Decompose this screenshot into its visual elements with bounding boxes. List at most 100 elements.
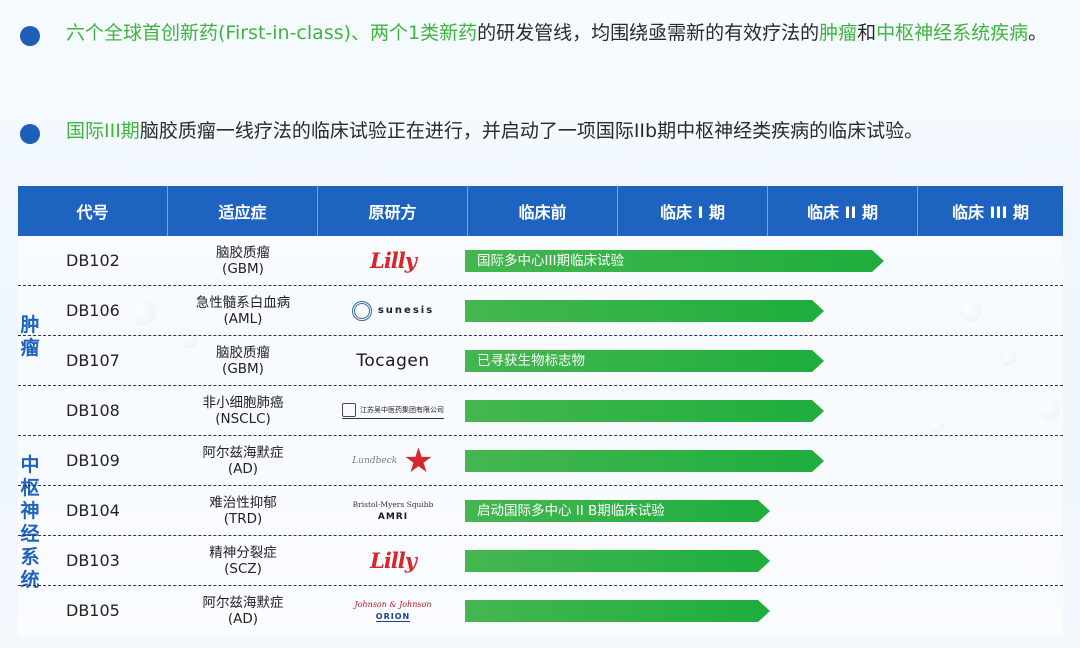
- indication-abbr: (AML): [223, 310, 263, 327]
- drug-code: DB104: [66, 501, 120, 520]
- progress-bar: [465, 600, 770, 622]
- indication: 急性髓系白血病 (AML): [168, 286, 318, 335]
- originator-logo: sunesis: [318, 286, 468, 335]
- highlight-text: 六个全球首创新药(First-in-class)、两个1类新药: [66, 22, 478, 44]
- progress-bar: 国际多中心III期临床试验: [465, 250, 884, 272]
- indication: 精神分裂症 (SCZ): [168, 536, 318, 585]
- jnj-wordmark: Johnson & Johnson: [354, 599, 432, 609]
- table-row: DB106 急性髓系白血病 (AML) sunesis: [18, 286, 1063, 336]
- header-indication: 适应症: [168, 186, 318, 236]
- table-row: DB104 难治性抑郁 (TRD) Bristol-Myers Squibb AMR…: [18, 486, 1063, 536]
- originator-logo: Lundbeck ★: [318, 436, 468, 485]
- plain-text: 。: [1028, 22, 1048, 44]
- lilly-logo: Lilly: [370, 248, 417, 273]
- progress-bar: [465, 450, 824, 472]
- progress-bar-label: 已寻获生物标志物: [477, 353, 585, 369]
- progress-bar: [465, 400, 824, 422]
- table-row: DB108 非小细胞肺癌 (NSCLC) 江苏吴中医药集团有限公司: [18, 386, 1063, 436]
- originator-logo: 江苏吴中医药集团有限公司: [318, 386, 468, 435]
- originator-logo: Lilly: [318, 536, 468, 585]
- group-label-oncology: 肿瘤: [20, 314, 40, 359]
- table-header: 代号 适应症 原研方 临床前 临床 I 期 临床 II 期 临床 III 期: [18, 186, 1063, 236]
- sunesis-logo: sunesis: [351, 300, 435, 321]
- indication-name: 脑胶质瘤: [216, 344, 270, 361]
- tocagen-logo: Tocagen: [356, 350, 430, 371]
- indication-name: 阿尔兹海默症: [202, 594, 284, 611]
- indication-name: 脑胶质瘤: [216, 244, 270, 261]
- bullet-dot-icon: [20, 26, 40, 46]
- drug-code: DB105: [66, 601, 120, 620]
- lilly-logo: Lilly: [370, 548, 417, 573]
- indication-abbr: (GBM): [222, 260, 264, 277]
- drug-code: DB106: [66, 301, 120, 320]
- indication-name: 急性髓系白血病: [195, 294, 291, 311]
- jiangsu-wuzhong-logo: 江苏吴中医药集团有限公司: [342, 402, 444, 419]
- highlight-text: 中枢神经系统疾病: [876, 22, 1029, 44]
- pipeline-table: 代号 适应症 原研方 临床前 临床 I 期 临床 II 期 临床 III 期 肿…: [18, 186, 1063, 636]
- drug-code: DB103: [66, 551, 120, 570]
- bullet-dot-icon: [20, 124, 40, 144]
- progress-bar: [465, 300, 824, 322]
- originator-logo: Tocagen: [318, 336, 468, 385]
- jiangsu-wordmark: 江苏吴中医药集团有限公司: [360, 405, 444, 414]
- header-preclinical: 临床前: [468, 186, 618, 236]
- indication: 非小细胞肺癌 (NSCLC): [168, 386, 318, 435]
- indication-name: 阿尔兹海默症: [202, 444, 284, 461]
- highlight-text: 肿瘤: [819, 22, 858, 44]
- jnj-orion-logo: Johnson & Johnson ORION: [354, 599, 432, 622]
- originator-logo: Johnson & Johnson ORION: [318, 586, 468, 635]
- indication: 难治性抑郁 (TRD): [168, 486, 318, 535]
- indication: 阿尔兹海默症 (AD): [168, 586, 318, 635]
- highlight-text: 国际III期: [66, 120, 140, 142]
- indication-abbr: (NSCLC): [215, 410, 271, 427]
- indication: 脑胶质瘤 (GBM): [168, 236, 318, 285]
- bms-wordmark: Bristol-Myers Squibb: [352, 499, 434, 509]
- drug-code: DB107: [66, 351, 120, 370]
- header-code: 代号: [18, 186, 168, 236]
- progress-bar: 已寻获生物标志物: [465, 350, 824, 372]
- header-originator: 原研方: [318, 186, 468, 236]
- bms-amri-logo: Bristol-Myers Squibb AMRI: [353, 500, 434, 522]
- drug-code: DB108: [66, 401, 120, 420]
- bullet-text-2: 国际III期脑胶质瘤一线疗法的临床试验正在进行，并启动了一项国际IIb期中枢神经…: [66, 118, 923, 145]
- header-phase-1: 临床 I 期: [618, 186, 768, 236]
- bullet-text-1: 六个全球首创新药(First-in-class)、两个1类新药的研发管线，均围绕…: [66, 20, 1047, 47]
- indication-abbr: (AD): [227, 610, 259, 627]
- plain-text: 的研发管线，均围绕亟需新的有效疗法的: [477, 22, 820, 44]
- star-icon: ★: [403, 440, 434, 481]
- progress-bar-label: 启动国际多中心 II B期临床试验: [477, 503, 665, 519]
- lundbeck-wordmark: Lundbeck: [352, 455, 398, 466]
- jiangsu-mark-icon: [342, 402, 356, 417]
- indication-abbr: (GBM): [222, 360, 264, 377]
- orion-wordmark: ORION: [375, 611, 411, 622]
- drug-code: DB102: [66, 251, 120, 270]
- bullet-item-1: 六个全球首创新药(First-in-class)、两个1类新药的研发管线，均围绕…: [20, 20, 1060, 47]
- progress-bar-label: 国际多中心III期临床试验: [477, 253, 624, 269]
- progress-bar: 启动国际多中心 II B期临床试验: [465, 500, 770, 522]
- indication-name: 难治性抑郁: [209, 494, 277, 511]
- indication: 脑胶质瘤 (GBM): [168, 336, 318, 385]
- originator-logo: Lilly: [318, 236, 468, 285]
- plain-text: 脑胶质瘤一线疗法的临床试验正在进行，并启动了一项国际IIb期中枢神经类疾病的临床…: [139, 120, 924, 142]
- table-row: DB102 脑胶质瘤 (GBM) Lilly 国际多中心III期临床试验: [18, 236, 1063, 286]
- table-row: DB105 阿尔兹海默症 (AD) Johnson & Johnson ORION: [18, 586, 1063, 636]
- table-row: DB109 阿尔兹海默症 (AD) Lundbeck ★: [18, 436, 1063, 486]
- bullet-item-2: 国际III期脑胶质瘤一线疗法的临床试验正在进行，并启动了一项国际IIb期中枢神经…: [20, 118, 1070, 145]
- indication-abbr: (AD): [227, 460, 259, 477]
- indication-name: 非小细胞肺癌: [202, 394, 284, 411]
- amri-wordmark: AMRI: [377, 511, 409, 522]
- table-body: 肿瘤 中枢神经系统 DB102 脑胶质瘤 (GBM) Lilly 国际多中心III…: [18, 236, 1063, 636]
- indication-abbr: (TRD): [223, 510, 263, 527]
- table-row: DB103 精神分裂症 (SCZ) Lilly: [18, 536, 1063, 586]
- sunesis-wordmark: sunesis: [377, 305, 435, 316]
- drug-code: DB109: [66, 451, 120, 470]
- indication-name: 精神分裂症: [209, 544, 277, 561]
- sunesis-mark-icon: [351, 300, 372, 321]
- header-phase-3: 临床 III 期: [951, 203, 1029, 222]
- indication-abbr: (SCZ): [224, 560, 262, 577]
- indication: 阿尔兹海默症 (AD): [168, 436, 318, 485]
- table-row: DB107 脑胶质瘤 (GBM) Tocagen 已寻获生物标志物: [18, 336, 1063, 386]
- lundbeck-logo: Lundbeck ★: [352, 440, 434, 481]
- originator-logo: Bristol-Myers Squibb AMRI: [318, 486, 468, 535]
- progress-bar: [465, 550, 770, 572]
